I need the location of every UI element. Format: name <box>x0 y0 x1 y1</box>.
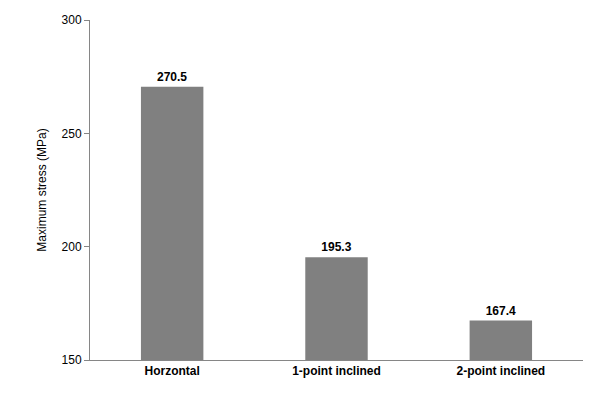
svg-text:1-point inclined: 1-point inclined <box>292 364 381 378</box>
svg-text:270.5: 270.5 <box>157 70 187 84</box>
svg-text:250: 250 <box>62 127 82 141</box>
svg-text:300: 300 <box>62 13 82 27</box>
svg-text:167.4: 167.4 <box>486 304 516 318</box>
svg-text:200: 200 <box>62 240 82 254</box>
svg-text:150: 150 <box>62 353 82 367</box>
svg-text:195.3: 195.3 <box>321 240 351 254</box>
svg-text:Horzontal: Horzontal <box>144 364 199 378</box>
svg-text:2-point inclined: 2-point inclined <box>456 364 545 378</box>
svg-text:Maximum stress (MPa): Maximum stress (MPa) <box>35 128 49 251</box>
